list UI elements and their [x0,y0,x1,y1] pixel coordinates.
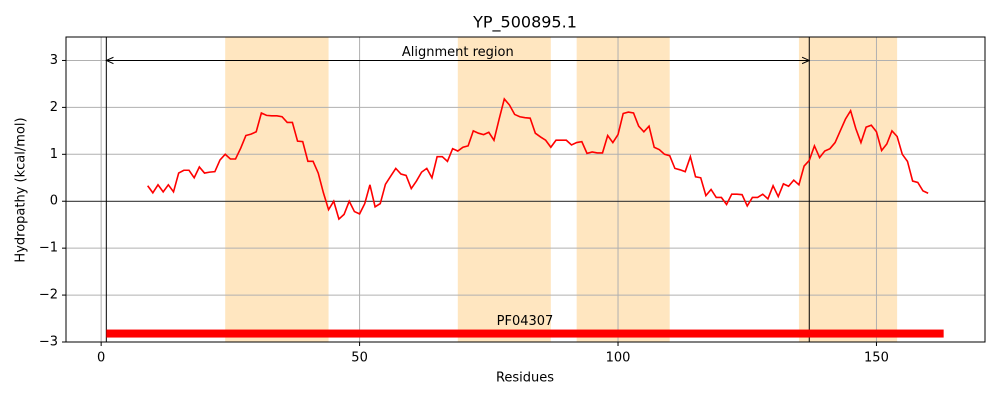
y-tick-label: 3 [50,53,58,68]
x-tick-label: 150 [864,351,889,366]
region [457,37,551,342]
y-tick-label: 2 [50,100,58,115]
y-tick-label: −2 [39,288,58,303]
y-tick-label: 0 [50,194,58,209]
y-tick-label: −1 [39,241,58,256]
domain-label: PF04307 [497,314,554,329]
chart-title: YP_500895.1 [472,13,577,33]
y-axis-label: Hydropathy (kcal/mol) [14,117,29,262]
plot-frame [65,36,986,343]
x-axis-label: Residues [496,371,554,386]
x-tick-label: 0 [97,351,105,366]
region [225,37,329,342]
region [798,37,898,342]
hydropathy-line [147,97,929,221]
x-tick-label: 50 [351,351,368,366]
domain-bar [106,329,944,338]
region [576,37,670,342]
annotation-label: Alignment region [402,45,514,60]
y-tick-label: 1 [50,147,58,162]
x-tick-label: 100 [606,351,631,366]
y-tick-label: −3 [39,335,58,350]
